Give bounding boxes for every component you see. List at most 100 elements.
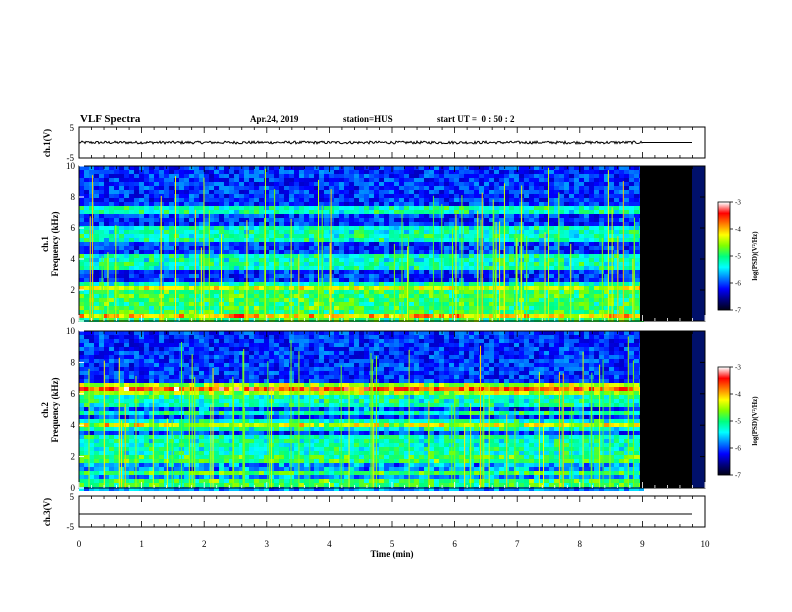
spectrogram-cell xyxy=(554,290,559,294)
spectrogram-cell xyxy=(364,234,369,238)
spectrogram-cell xyxy=(429,294,434,298)
spectrogram-cell xyxy=(504,166,509,170)
spectrogram-cell xyxy=(109,306,114,310)
spectrogram-cell xyxy=(109,318,114,322)
spectrogram-cell xyxy=(324,194,329,198)
spectrogram-cell xyxy=(474,246,479,250)
spectrogram-cell xyxy=(479,262,484,266)
spectrogram-cell xyxy=(84,367,89,371)
spectrogram-cell xyxy=(259,266,264,270)
spectrogram-cell xyxy=(144,182,149,186)
spectrogram-cell xyxy=(94,351,99,355)
spectrogram-cell xyxy=(174,226,179,230)
spectrogram-cell xyxy=(94,463,99,467)
spectrogram-cell xyxy=(84,186,89,190)
spectrogram-cell xyxy=(504,278,509,282)
spectrogram-cell xyxy=(334,174,339,178)
spectrogram-cell xyxy=(514,186,519,190)
spectrogram-cell xyxy=(104,355,109,359)
spectrogram-cell xyxy=(294,266,299,270)
spectrogram-cell xyxy=(404,294,409,298)
spectrogram-cell xyxy=(144,274,149,278)
spectrogram-cell xyxy=(619,214,624,218)
spectrogram-cell xyxy=(534,318,539,322)
spectrogram-cell xyxy=(194,214,199,218)
spectrogram-cell xyxy=(124,202,129,206)
spectrogram-cell xyxy=(144,250,149,254)
spectrogram-cell xyxy=(444,314,449,318)
spectrogram-cell xyxy=(109,166,114,170)
spectrogram-cell xyxy=(624,178,629,182)
spectrogram-cell xyxy=(634,230,639,234)
spectrogram-cell xyxy=(354,210,359,214)
spectrogram-cell xyxy=(429,278,434,282)
spectrogram-cell xyxy=(624,282,629,286)
spectrogram-cell xyxy=(429,182,434,186)
spectrogram-cell xyxy=(164,226,169,230)
spectrogram-cell xyxy=(259,258,264,262)
spectrogram-cell xyxy=(149,266,154,270)
spectrogram-cell xyxy=(344,302,349,306)
spectrogram-cell xyxy=(604,186,609,190)
spectrogram-cell xyxy=(609,318,614,322)
spectrogram-cell xyxy=(174,286,179,290)
spectrogram-cell xyxy=(79,343,84,347)
spectrogram-cell xyxy=(519,182,524,186)
spectrogram-cell xyxy=(119,270,124,274)
spectrogram-cell xyxy=(489,206,494,210)
spectrogram-cell xyxy=(324,242,329,246)
colorbar-strip xyxy=(718,237,730,239)
spectrogram-cell xyxy=(319,174,324,178)
spectrogram-cell xyxy=(229,218,234,222)
spectrogram-cell xyxy=(604,222,609,226)
spectrogram-cell xyxy=(264,298,269,302)
spectrogram-cell xyxy=(359,182,364,186)
spectrogram-cell xyxy=(489,298,494,302)
spectrogram-cell xyxy=(574,190,579,194)
spectrogram-cell xyxy=(104,335,109,339)
spectrogram-cell xyxy=(314,314,319,318)
spectrogram-cell xyxy=(389,318,394,322)
spectrogram-cell xyxy=(179,310,184,314)
spectrogram-cell xyxy=(449,218,454,222)
spectrogram-cell xyxy=(579,266,584,270)
spectrogram-cell xyxy=(99,278,104,282)
spectrogram-cell xyxy=(369,286,374,290)
spectrogram-cell xyxy=(489,190,494,194)
spectrogram-cell xyxy=(504,174,509,178)
spectrogram-cell xyxy=(194,254,199,258)
spectrogram-cell xyxy=(264,294,269,298)
spectrogram-cell xyxy=(454,186,459,190)
spectrogram-cell xyxy=(419,306,424,310)
colorbar-strip xyxy=(718,222,730,224)
spectrogram-cell xyxy=(589,190,594,194)
spectrogram-cell xyxy=(619,170,624,174)
spectrogram-cell xyxy=(299,170,304,174)
spectrogram-cell xyxy=(349,262,354,266)
spectrogram-cell xyxy=(599,226,604,230)
spectrogram-cell xyxy=(534,266,539,270)
colorbar-strip xyxy=(718,223,730,225)
spectrogram-cell xyxy=(504,290,509,294)
spectrogram-cell xyxy=(374,238,379,242)
spectrogram-cell xyxy=(269,266,274,270)
spectrogram-cell xyxy=(89,278,94,282)
spectrogram-cell xyxy=(289,186,294,190)
spectrogram-cell xyxy=(189,310,194,314)
spectrogram-cell xyxy=(209,314,214,318)
spectrogram-cell xyxy=(284,298,289,302)
spectrogram-cell xyxy=(294,306,299,310)
spectrogram-cell xyxy=(124,222,129,226)
spectrogram-cell xyxy=(129,198,134,202)
spectrogram-cell xyxy=(259,186,264,190)
spectrogram-cell xyxy=(279,278,284,282)
spectrogram-cell xyxy=(204,270,209,274)
spectrogram-cell xyxy=(84,423,89,427)
spectrogram-cell xyxy=(534,310,539,314)
spectrogram-cell xyxy=(314,222,319,226)
spectrogram-cell xyxy=(154,250,159,254)
spectrogram-cell xyxy=(174,282,179,286)
spectrogram-cell xyxy=(579,238,584,242)
spectrogram-cell xyxy=(424,174,429,178)
spectrogram-cell xyxy=(554,194,559,198)
